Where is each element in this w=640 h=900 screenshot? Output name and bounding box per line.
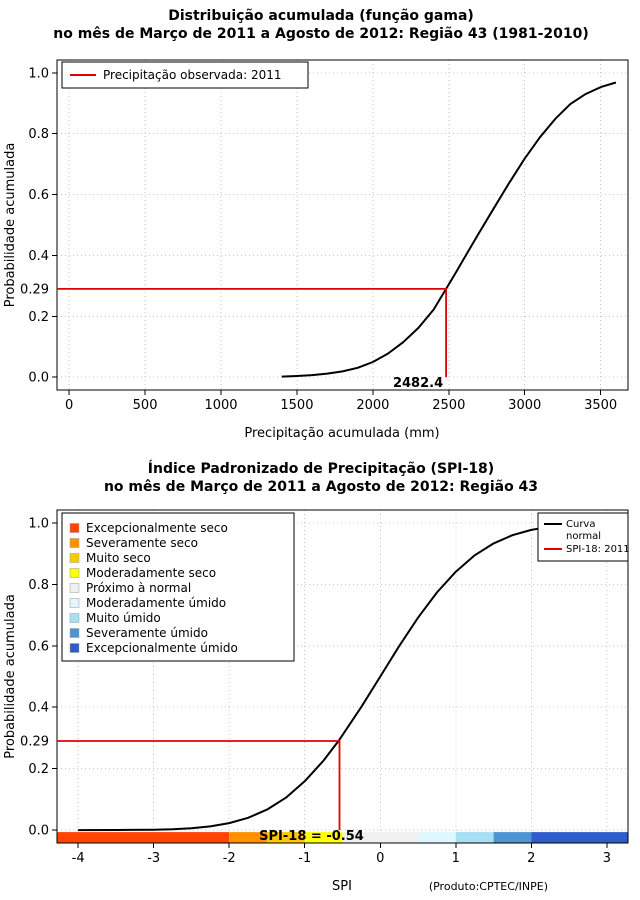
legend-item-label: Muito seco <box>86 551 151 565</box>
spi-cdf-figure: Índice Padronizado de Precipitação (SPI-… <box>0 455 640 900</box>
y-tick-label: 0.8 <box>28 578 49 593</box>
legend-item-label: Próximo à normal <box>86 581 191 595</box>
legend-swatch <box>69 538 80 548</box>
spi-bar-segment <box>455 832 494 843</box>
y-tick-label: 0.6 <box>28 639 49 654</box>
cdf-curve <box>281 81 617 378</box>
plot-box <box>56 509 629 844</box>
legend-swatch <box>69 613 80 623</box>
y-tick-label: 0.0 <box>28 371 49 386</box>
y-tick-label: 0.2 <box>28 762 49 777</box>
spi-color-bar <box>57 832 628 843</box>
x-tick-label: 2 <box>527 851 535 866</box>
y-axis-title: Probabilidade acumulada <box>3 143 18 308</box>
x-tick-label: 3500 <box>584 398 617 413</box>
y-tick-label: 0.4 <box>28 701 49 716</box>
x-axis-title: SPI <box>332 879 352 894</box>
legend-swatch <box>69 598 80 608</box>
x-tick-label: -3 <box>147 851 160 866</box>
legend-item-label: Precipitação observada: 2011 <box>103 68 281 82</box>
spi-bar-segment <box>57 832 230 843</box>
chart-subtitle: no mês de Março de 2011 a Agosto de 2012… <box>104 479 538 495</box>
x-tick-label: 1000 <box>204 398 237 413</box>
legend-swatch <box>69 568 80 578</box>
gamma-cdf-figure: Distribuição acumulada (função gama) no m… <box>3 8 629 441</box>
spi-bar-segment <box>267 832 305 843</box>
chart-title: Índice Padronizado de Precipitação (SPI-… <box>148 460 494 477</box>
chart-subtitle: no mês de Março de 2011 a Agosto de 2012… <box>53 26 589 42</box>
x-tick-label: -2 <box>223 851 236 866</box>
spi-bar-segment <box>493 832 532 843</box>
chart-title: Distribuição acumulada (função gama) <box>168 8 474 24</box>
legend-item-label: Curva <box>566 519 595 530</box>
spi-bar-segment <box>418 832 456 843</box>
y-tick-label: 0.2 <box>28 310 49 325</box>
legend-item-label: Severamente seco <box>86 536 198 550</box>
gamma-cdf-chart: Distribuição acumulada (função gama) no m… <box>3 8 629 441</box>
x-tick-label: 2000 <box>356 398 389 413</box>
gridlines <box>57 60 628 390</box>
spi-bar-segment <box>531 832 628 843</box>
legend-swatch <box>69 643 80 653</box>
axis-ticks <box>52 522 608 848</box>
legend-item-label: Muito úmido <box>86 611 161 625</box>
spi-bar-segment <box>304 832 343 843</box>
legend-item-label: Excepcionalmente seco <box>86 521 228 535</box>
legend-item-label: Severamente úmido <box>86 626 208 640</box>
x-tick-label: 3000 <box>508 398 541 413</box>
y-tick-label: 1.0 <box>28 66 49 81</box>
y-axis-title: Probabilidade acumulada <box>3 594 18 759</box>
reference-value-label: SPI-18 = -0.54 <box>259 829 364 844</box>
legend-swatch <box>69 628 80 638</box>
spi-bar-segment <box>342 832 418 843</box>
legend-item-label: Moderadamente seco <box>86 566 216 580</box>
credit-label: (Produto:CPTEC/INPE) <box>429 880 548 893</box>
legend-swatch <box>69 553 80 563</box>
legend-swatch <box>69 583 80 593</box>
legend-item-label: Excepcionalmente úmido <box>86 641 238 655</box>
reference-prob-label: 0.29 <box>20 282 49 297</box>
reference-lines <box>57 287 448 378</box>
legend-swatch <box>69 523 80 533</box>
x-tick-label: 1 <box>452 851 460 866</box>
y-tick-label: 0.6 <box>28 188 49 203</box>
x-tick-label: 1500 <box>280 398 313 413</box>
y-tick-label: 0.4 <box>28 249 49 264</box>
x-tick-label: 500 <box>133 398 158 413</box>
reference-prob-label: 0.29 <box>20 735 49 750</box>
legend: Precipitação observada: 2011 <box>61 61 309 89</box>
x-tick-label: 3 <box>603 851 611 866</box>
spi-cdf-chart: Índice Padronizado de Precipitação (SPI-… <box>3 460 630 894</box>
cdf-curve <box>78 522 607 832</box>
x-tick-label: -4 <box>72 851 85 866</box>
spi-bar-segment <box>229 832 267 843</box>
reference-value-label: 2482.4 <box>393 376 443 391</box>
legend-item-label: normal <box>566 531 601 542</box>
x-tick-label: 2500 <box>432 398 465 413</box>
axis-ticks <box>52 72 602 395</box>
x-axis-title: Precipitação acumulada (mm) <box>244 426 439 441</box>
y-tick-label: 0.0 <box>28 824 49 839</box>
x-tick-label: 0 <box>65 398 73 413</box>
x-tick-label: -1 <box>298 851 311 866</box>
plot-box <box>56 59 629 391</box>
legend-item-label: SPI-18: 2011 <box>566 544 630 555</box>
reference-lines <box>57 740 341 831</box>
x-tick-label: 0 <box>376 851 384 866</box>
y-tick-label: 0.8 <box>28 127 49 142</box>
y-tick-label: 1.0 <box>28 516 49 531</box>
legend-item-label: Moderadamente úmido <box>86 596 226 610</box>
